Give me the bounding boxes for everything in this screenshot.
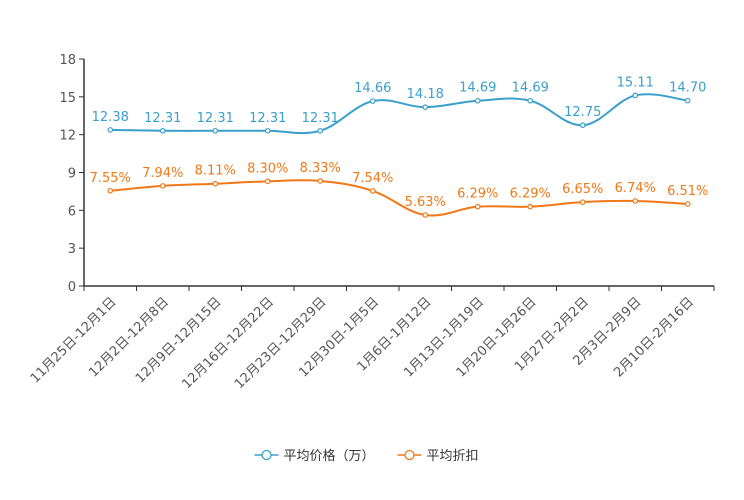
x-tick-label: 12月23日-12月29日 (232, 295, 329, 392)
data-point (579, 199, 586, 205)
data-point (317, 178, 324, 184)
data-point (159, 183, 166, 189)
series-layer: 12.38 12.31 12.31 12.31 12.31 14.66 14.18 14.69… (90, 75, 708, 218)
y-tick-label: 3 (68, 242, 76, 257)
data-label: 12.31 (144, 111, 181, 126)
data-label: 6.74% (615, 181, 656, 196)
data-label: 14.18 (407, 87, 444, 102)
data-point (632, 92, 639, 99)
data-label: 7.54% (352, 171, 393, 186)
data-point (107, 187, 114, 194)
data-label: 15.11 (617, 75, 654, 90)
x-tick-label: 11月25日-12月1日 (28, 295, 120, 387)
data-label: 8.30% (247, 161, 288, 176)
legend-marker-icon (404, 449, 415, 461)
data-label: 6.29% (457, 187, 498, 202)
y-tick-label: 18 (59, 53, 76, 68)
data-label: 14.66 (354, 81, 391, 96)
legend-label: 平均价格（万） (284, 448, 375, 464)
data-label: 6.51% (667, 184, 708, 199)
data-label: 14.69 (459, 81, 496, 96)
data-label: 8.11% (195, 164, 236, 179)
series-line (110, 179, 688, 217)
series-line (110, 93, 688, 135)
data-label: 14.70 (669, 81, 706, 96)
data-label: 12.75 (564, 105, 601, 120)
axes: 036912151811月25日-12月1日12月2日-12月8日12月9日-1… (28, 53, 715, 392)
y-tick-label: 0 (68, 280, 76, 295)
data-label: 5.63% (405, 195, 446, 210)
data-point (632, 198, 639, 204)
y-tick-label: 12 (59, 129, 76, 144)
data-point (579, 122, 586, 129)
data-point (527, 203, 534, 210)
x-tick-label: 12月16日-12月22日 (180, 295, 277, 392)
legend-marker-icon (261, 449, 272, 461)
data-point (474, 203, 481, 210)
data-label: 12.31 (302, 111, 339, 126)
data-point (684, 201, 691, 207)
data-point (212, 180, 219, 187)
data-label: 14.69 (512, 81, 549, 96)
data-point (422, 212, 429, 218)
data-point (369, 98, 376, 104)
data-label: 12.38 (92, 110, 129, 125)
data-label: 8.33% (300, 161, 341, 176)
data-point (264, 178, 271, 185)
data-label: 12.31 (197, 111, 234, 126)
data-point (107, 127, 114, 133)
data-point (159, 127, 166, 134)
y-tick-label: 9 (68, 167, 76, 182)
legend-label: 平均折扣 (427, 449, 479, 464)
series-avg-price: 12.38 12.31 12.31 12.31 12.31 14.66 14.18 14.69… (92, 75, 706, 135)
data-point (369, 188, 376, 194)
y-tick-label: 15 (59, 91, 76, 106)
data-point (212, 127, 219, 134)
data-label: 12.31 (249, 111, 286, 126)
data-point (264, 127, 271, 134)
data-label: 6.29% (510, 187, 551, 202)
series-avg-discount: 7.55% 7.94% 8.11% 8.30% 8.33% 7.54% 5.63% 6.29%… (90, 161, 708, 218)
legend[interactable]: 平均价格（万） 平均折扣 (254, 448, 479, 464)
data-point (684, 97, 691, 104)
data-point (317, 127, 324, 134)
data-point (422, 104, 429, 110)
y-tick-label: 6 (68, 204, 76, 219)
data-label: 7.55% (90, 171, 131, 186)
legend-item-avg-price[interactable]: 平均价格（万） (254, 448, 375, 464)
data-point (527, 97, 534, 104)
data-point (474, 97, 481, 104)
data-label: 6.65% (562, 182, 603, 197)
legend-item-avg-discount[interactable]: 平均折扣 (397, 449, 479, 464)
data-label: 7.94% (142, 166, 183, 181)
